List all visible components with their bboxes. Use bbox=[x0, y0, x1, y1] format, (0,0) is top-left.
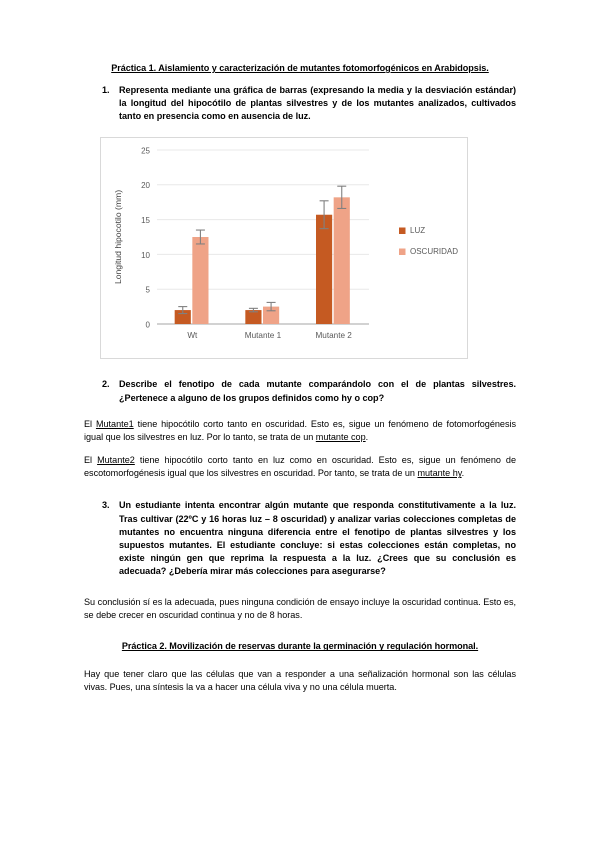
answer-2a-mutante1-term: Mutante1 bbox=[95, 418, 134, 429]
x-axis-category-label: Mutante 1 bbox=[245, 331, 282, 340]
answer-2b-end: . bbox=[461, 468, 465, 479]
answer-2a-pre: El bbox=[84, 418, 96, 429]
error-bar bbox=[337, 186, 347, 210]
error-bar bbox=[178, 306, 188, 315]
y-axis-tick-label: 10 bbox=[141, 251, 150, 260]
x-axis-category-label: Mutante 2 bbox=[315, 331, 352, 340]
legend-label-oscuridad: OSCURIDAD bbox=[410, 247, 458, 256]
error-bar bbox=[266, 302, 276, 312]
answer-2b-mutante2-term: Mutante2 bbox=[97, 455, 135, 466]
y-axis-tick-label: 5 bbox=[146, 286, 151, 295]
legend-swatch-luz bbox=[399, 227, 406, 235]
legend-swatch-oscuridad bbox=[399, 248, 406, 256]
question-2-text: Describe el fenotipo de cada mutante com… bbox=[119, 379, 516, 403]
question-2-number: 2. bbox=[102, 379, 110, 390]
error-bar bbox=[195, 229, 205, 245]
legend-label-luz: LUZ bbox=[410, 226, 425, 235]
answer-2b-mid: tiene hipocótilo corto tanto en luz como… bbox=[84, 455, 516, 479]
bar-luz-mutante-2 bbox=[316, 215, 333, 325]
y-axis-tick-label: 25 bbox=[141, 147, 150, 156]
question-3: 3. Un estudiante intenta encontrar algún… bbox=[84, 499, 516, 578]
practica-1-title: Práctica 1. Aislamiento y caracterizació… bbox=[111, 63, 489, 73]
x-axis-category-label: Wt bbox=[187, 331, 198, 340]
document-content: Práctica 1. Aislamiento y caracterizació… bbox=[84, 62, 516, 704]
bar-oscuridad-mutante-2 bbox=[333, 197, 350, 325]
answer-2b-mutante-hy-term: mutante hy bbox=[417, 468, 462, 479]
practica-2-intro-paragraph: Hay que tener claro que las células que … bbox=[84, 668, 516, 692]
answer-2a-mid: tiene hipocótilo corto tanto en oscurida… bbox=[84, 418, 516, 442]
answer-2a-end: . bbox=[365, 431, 369, 442]
answer-2b-pre: El bbox=[84, 455, 98, 466]
question-2: 2. Describe el fenotipo de cada mutante … bbox=[84, 378, 516, 404]
hypocotyl-length-bar-chart: 0 5 10 15 20 25 Longitud hipocotilo (mm) Wt Muta… bbox=[100, 137, 468, 360]
y-axis-title: Longitud hipocotilo (mm) bbox=[113, 190, 123, 284]
chart-svg: 0 5 10 15 20 25 Longitud hipocotilo (mm) Wt Muta… bbox=[113, 147, 458, 341]
question-1-number: 1. bbox=[102, 85, 110, 96]
question-3-number: 3. bbox=[102, 500, 110, 511]
answer-3-paragraph: Su conclusión sí es la adecuada, pues ni… bbox=[84, 597, 516, 621]
y-axis-tick-label: 15 bbox=[141, 216, 150, 225]
answer-mutante2-paragraph: El Mutante2 tiene hipocótilo corto tanto… bbox=[84, 454, 516, 480]
practica-2-title: Práctica 2. Movilización de reservas dur… bbox=[121, 641, 479, 652]
question-1: 1. Representa mediante una gráfica de ba… bbox=[84, 84, 516, 123]
answer-mutante1-paragraph: El Mutante1 tiene hipocótilo corto tanto… bbox=[84, 418, 516, 444]
y-axis-tick-label: 20 bbox=[141, 182, 150, 191]
y-axis-tick-label: 0 bbox=[146, 321, 151, 330]
bar-oscuridad-wt bbox=[192, 237, 209, 325]
answer-2a-mutante-cop-term: mutante cop bbox=[315, 431, 366, 442]
question-1-text: Representa mediante una gráfica de barra… bbox=[119, 85, 516, 122]
bar-luz-mutante-1 bbox=[245, 310, 262, 325]
error-bar bbox=[248, 308, 258, 313]
question-3-text: Un estudiante intenta encontrar algún mu… bbox=[119, 500, 516, 576]
error-bar bbox=[319, 200, 329, 230]
